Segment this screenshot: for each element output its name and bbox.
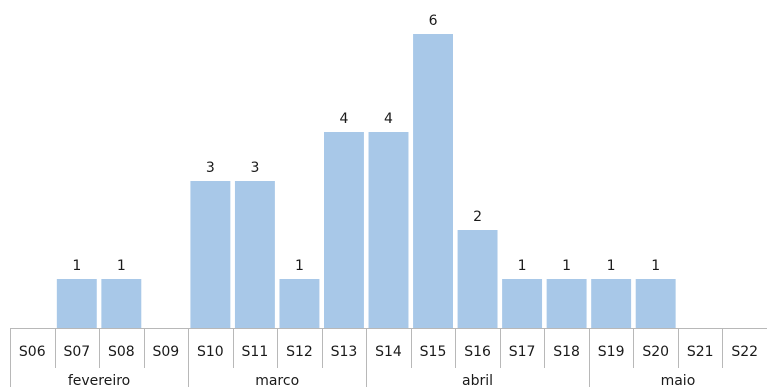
value-label-S17: 1 xyxy=(518,258,527,274)
group-label-fevereiro: fevereiro xyxy=(68,373,130,387)
tick-label-S22: S22 xyxy=(731,344,758,360)
value-label-S20: 1 xyxy=(651,258,660,274)
bar-S13 xyxy=(324,132,364,328)
bar-S07 xyxy=(56,279,97,328)
value-label-S11: 3 xyxy=(250,160,259,176)
value-label-S10: 3 xyxy=(206,160,215,176)
tick-label-S10: S10 xyxy=(197,344,224,360)
group-label-abril: abril xyxy=(462,373,493,387)
group-label-maio: maio xyxy=(661,373,696,387)
bar-S10 xyxy=(190,181,231,328)
tick-label-S18: S18 xyxy=(553,344,580,360)
value-label-S12: 1 xyxy=(295,258,304,274)
tick-label-S13: S13 xyxy=(331,344,358,360)
tick-label-S20: S20 xyxy=(642,344,669,360)
bar-S12 xyxy=(279,279,320,328)
tick-label-S08: S08 xyxy=(108,344,135,360)
tick-label-S12: S12 xyxy=(286,344,313,360)
tick-label-S17: S17 xyxy=(509,344,536,360)
tick-label-S07: S07 xyxy=(63,344,90,360)
value-label-S16: 2 xyxy=(473,209,482,225)
value-label-S19: 1 xyxy=(607,258,616,274)
tick-label-S16: S16 xyxy=(464,344,491,360)
bar-S20 xyxy=(635,279,676,328)
bar-S15 xyxy=(413,34,453,328)
bar-S16 xyxy=(457,230,498,328)
tick-label-S19: S19 xyxy=(598,344,625,360)
tick-label-S21: S21 xyxy=(687,344,714,360)
value-label-S07: 1 xyxy=(72,258,81,274)
tick-label-S06: S06 xyxy=(19,344,46,360)
value-label-S18: 1 xyxy=(562,258,571,274)
bar-S17 xyxy=(502,279,543,328)
value-label-S15: 6 xyxy=(429,13,438,29)
tick-label-S14: S14 xyxy=(375,344,402,360)
bar-S14 xyxy=(368,132,409,328)
value-label-S08: 1 xyxy=(117,258,126,274)
value-label-S14: 4 xyxy=(384,111,393,127)
bar-S11 xyxy=(234,181,275,328)
tick-label-S15: S15 xyxy=(420,344,447,360)
bar-S19 xyxy=(591,279,632,328)
value-label-S13: 4 xyxy=(340,111,349,127)
tick-label-S11: S11 xyxy=(242,344,269,360)
bar-S08 xyxy=(101,279,142,328)
bar-S18 xyxy=(546,279,587,328)
tick-label-S09: S09 xyxy=(153,344,180,360)
group-label-marco: marco xyxy=(255,373,299,387)
